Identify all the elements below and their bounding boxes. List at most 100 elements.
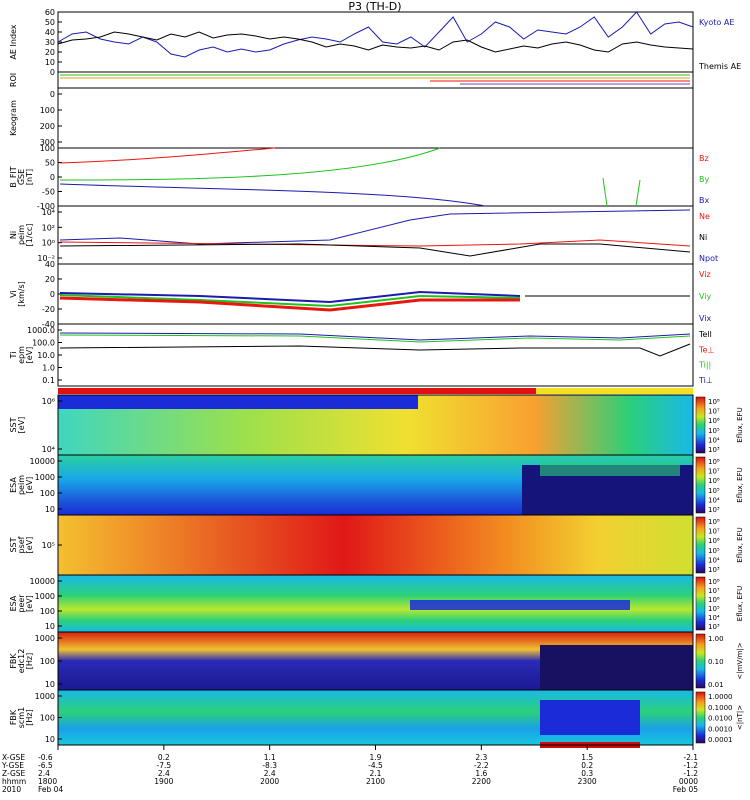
panel-bfit: B_FIT GSE [nT] -100 -50 0 50 100 Bz By Bx <box>9 144 709 211</box>
ytick-label: 100 <box>40 144 55 153</box>
ni-red <box>59 239 691 247</box>
ni-black <box>59 243 691 257</box>
panel-ylabel: psef <box>17 536 26 553</box>
xtick-label: 1.5 <box>581 753 593 762</box>
panel-ti: Ti epm [eV] 1000.0 100.0 10.0 1.0 0.1 Tell Te⊥ Ti|… <box>9 323 714 387</box>
colorbar-tick: 10⁴ <box>708 614 720 622</box>
xtick-label: 2200 <box>472 777 491 786</box>
panel-ylabel: [eV] <box>25 537 34 554</box>
esa2-blue-streak <box>410 600 630 610</box>
colorbar <box>695 396 706 454</box>
bfit-by-2 <box>602 177 641 207</box>
legend-ae: Themis AE <box>698 62 741 71</box>
ytick-label: 100 <box>40 657 55 666</box>
xtick-label: -2.1 <box>683 753 698 762</box>
colorbar <box>695 456 706 514</box>
ytick-label: 1000 <box>35 592 55 601</box>
colorbar-tick: 1.00 <box>708 635 724 643</box>
xtick-label: -2.2 <box>474 761 489 770</box>
ti-blue <box>59 332 691 341</box>
ytick-label: -100 <box>37 202 55 211</box>
panel-ylabel: SST <box>9 417 18 432</box>
panel-ylabel: [eV] <box>25 477 34 494</box>
fbk1-dark-block <box>540 645 693 690</box>
colorbar-label: <|mV/m|> <box>736 642 744 679</box>
colorbar-tick: 0.0001 <box>708 736 733 744</box>
xtick-label: -8.3 <box>262 761 277 770</box>
ytick-label: 300 <box>40 138 55 147</box>
panel-ylabel: [eV] <box>17 417 26 434</box>
colorbar-tick: 10⁸ <box>708 578 720 586</box>
legend-vi: Vix <box>699 314 712 323</box>
xtick-label: 2000 <box>260 777 279 786</box>
series-themis-ae <box>57 31 694 53</box>
colorbar <box>695 633 706 689</box>
colorbar-label: Eflux, EFU <box>736 527 744 562</box>
ytick-label: 10000 <box>30 457 55 466</box>
xtick-label: 0.3 <box>581 769 593 778</box>
colorbar-tick: 0.1000 <box>708 704 733 712</box>
panel-ylabel: AE Index <box>9 24 18 59</box>
ytick-label: 20 <box>45 275 55 284</box>
colorbar-label: Eflux, EFU <box>736 467 744 502</box>
legend-bfit: By <box>699 175 709 184</box>
xtick-label: -4.5 <box>368 761 383 770</box>
xaxis-row-label: 2010 <box>2 785 21 794</box>
legend-ti: Te⊥ <box>698 345 714 354</box>
bfit-by <box>59 147 441 181</box>
ytick-label: 40 <box>45 260 55 269</box>
decorative-traces <box>59 74 691 357</box>
ytick-label: 60 <box>45 8 55 17</box>
ytick-label: 1000 <box>35 692 55 701</box>
colorbar-tick: 10⁸ <box>708 458 720 466</box>
sst2-heatmap <box>58 515 693 575</box>
vi-blue <box>59 290 521 304</box>
xtick-label: 2.3 <box>475 753 487 762</box>
panel-ylabel: Ti <box>9 352 18 360</box>
ytick-label: 10² <box>42 223 55 232</box>
panel-ylabel: ESA <box>9 477 18 493</box>
ti-green <box>59 334 691 343</box>
colorbar-tick: 0.10 <box>708 658 724 666</box>
legend-ni: Ni <box>699 233 707 242</box>
sst1-top-band <box>58 395 418 409</box>
xtick-label: Feb 05 <box>673 785 698 794</box>
ti-black <box>59 343 691 357</box>
colorbar-tick: 10³ <box>708 506 720 514</box>
colorbar-tick: 1.0000 <box>708 693 733 701</box>
colorbar-label: Eflux, EFU <box>736 407 744 442</box>
colorbar-tick: 10⁸ <box>708 518 720 526</box>
panel-ylabel: [eV] <box>25 347 34 364</box>
figure-title: P3 (TH-D) <box>348 0 401 13</box>
panel-ylabel: GSE <box>17 169 26 185</box>
ytick-label: 10 <box>45 680 55 689</box>
colorbar-tick: 10⁷ <box>708 528 720 536</box>
colorbar-tick: 10⁷ <box>708 468 720 476</box>
ytick-label: 100 <box>40 714 55 723</box>
colorbar-tick: 0.01 <box>708 681 724 689</box>
x-axis: X-GSEY-GSEZ-GSEhhmm2010-0.6-6.52.41800Fe… <box>1 745 698 794</box>
ytick-label: 100.0 <box>32 339 55 348</box>
panel-ylabel: [nT] <box>25 169 34 185</box>
panel-frame <box>57 11 694 73</box>
ytick-label: 10⁵ <box>42 541 55 550</box>
ytick-label: 0 <box>50 68 55 77</box>
colorbar-tick: 10³ <box>708 623 720 631</box>
panel-ylabel: edc12 <box>17 649 26 674</box>
xtick-label: -1.2 <box>683 769 698 778</box>
ytick-label: 0.1 <box>42 376 55 385</box>
colorbar-tick: 10⁶ <box>708 596 720 604</box>
xtick-label: 2300 <box>578 777 597 786</box>
colorbar-tick: 0.0100 <box>708 715 733 723</box>
keogram-bg <box>58 88 693 148</box>
colorbar <box>695 516 706 574</box>
esa1-green-band <box>540 462 680 476</box>
ytick-label: 10.0 <box>37 351 55 360</box>
bfit-bx <box>59 183 486 207</box>
panel-ylabel: peim <box>17 225 26 245</box>
legend-vi: Viz <box>699 270 711 279</box>
panel-ylabel: epm <box>17 346 26 364</box>
panel-ylabel: [Hz] <box>25 653 34 669</box>
